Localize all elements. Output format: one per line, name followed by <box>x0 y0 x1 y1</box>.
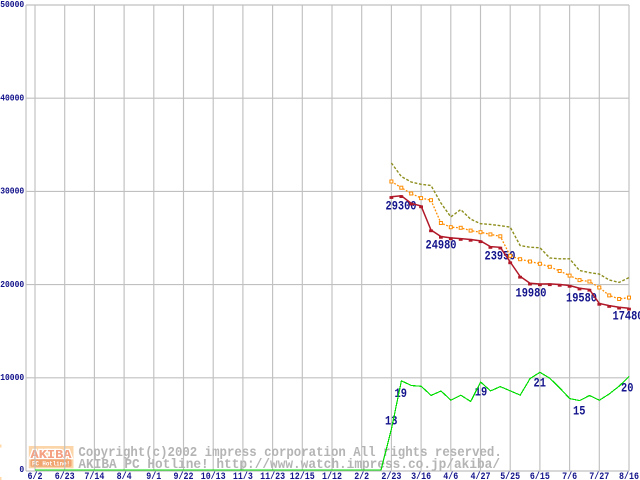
svg-text:9/22: 9/22 <box>174 471 194 480</box>
svg-text:40000: 40000 <box>0 92 24 103</box>
svg-text:PC Hotline!: PC Hotline! <box>32 460 70 468</box>
svg-text:7/14: 7/14 <box>84 471 104 480</box>
svg-text:4/27: 4/27 <box>471 471 491 480</box>
svg-text:19980: 19980 <box>516 286 547 301</box>
svg-text:30000: 30000 <box>0 186 24 197</box>
svg-text:20000: 20000 <box>0 279 24 290</box>
svg-text:6/2: 6/2 <box>28 471 43 480</box>
svg-text:20: 20 <box>621 380 634 395</box>
svg-text:0: 0 <box>19 464 24 475</box>
svg-text:1/12: 1/12 <box>322 471 342 480</box>
svg-text:12/15: 12/15 <box>290 471 315 480</box>
svg-text:7/27: 7/27 <box>589 471 609 480</box>
svg-text:19: 19 <box>395 386 408 401</box>
svg-text:13: 13 <box>385 413 398 428</box>
svg-text:10/13: 10/13 <box>201 471 226 480</box>
svg-text:2/23: 2/23 <box>381 471 401 480</box>
svg-text:6/15: 6/15 <box>530 471 550 480</box>
svg-text:24980: 24980 <box>426 237 457 252</box>
svg-text:15: 15 <box>573 403 586 418</box>
svg-text:AKIBA: AKIBA <box>31 448 73 462</box>
svg-text:9/1: 9/1 <box>146 471 161 480</box>
svg-text:7/6: 7/6 <box>562 471 577 480</box>
svg-text:5/25: 5/25 <box>500 471 520 480</box>
svg-text:21: 21 <box>534 375 547 390</box>
svg-text:17480: 17480 <box>613 309 640 324</box>
svg-text:Copyright(c)2002 impress corpo: Copyright(c)2002 impress corporation All… <box>78 446 501 461</box>
svg-text:50000: 50000 <box>0 0 24 10</box>
svg-text:AKIBA PC Hotline! http://www: AKIBA PC Hotline! http://www.watch.impre… <box>78 458 500 473</box>
svg-text:4/6: 4/6 <box>443 471 458 480</box>
svg-text:8/4: 8/4 <box>117 471 132 480</box>
svg-text:2/2: 2/2 <box>354 471 369 480</box>
svg-text:29300: 29300 <box>386 199 417 214</box>
svg-text:8/16: 8/16 <box>619 471 639 480</box>
svg-text:19580: 19580 <box>566 290 597 305</box>
svg-text:11/3: 11/3 <box>233 471 253 480</box>
svg-text:6/23: 6/23 <box>55 471 75 480</box>
svg-text:10000: 10000 <box>0 372 24 383</box>
svg-text:3/16: 3/16 <box>411 471 431 480</box>
svg-text:11/23: 11/23 <box>260 471 285 480</box>
svg-text:AKIBA: AKIBA <box>31 448 73 462</box>
